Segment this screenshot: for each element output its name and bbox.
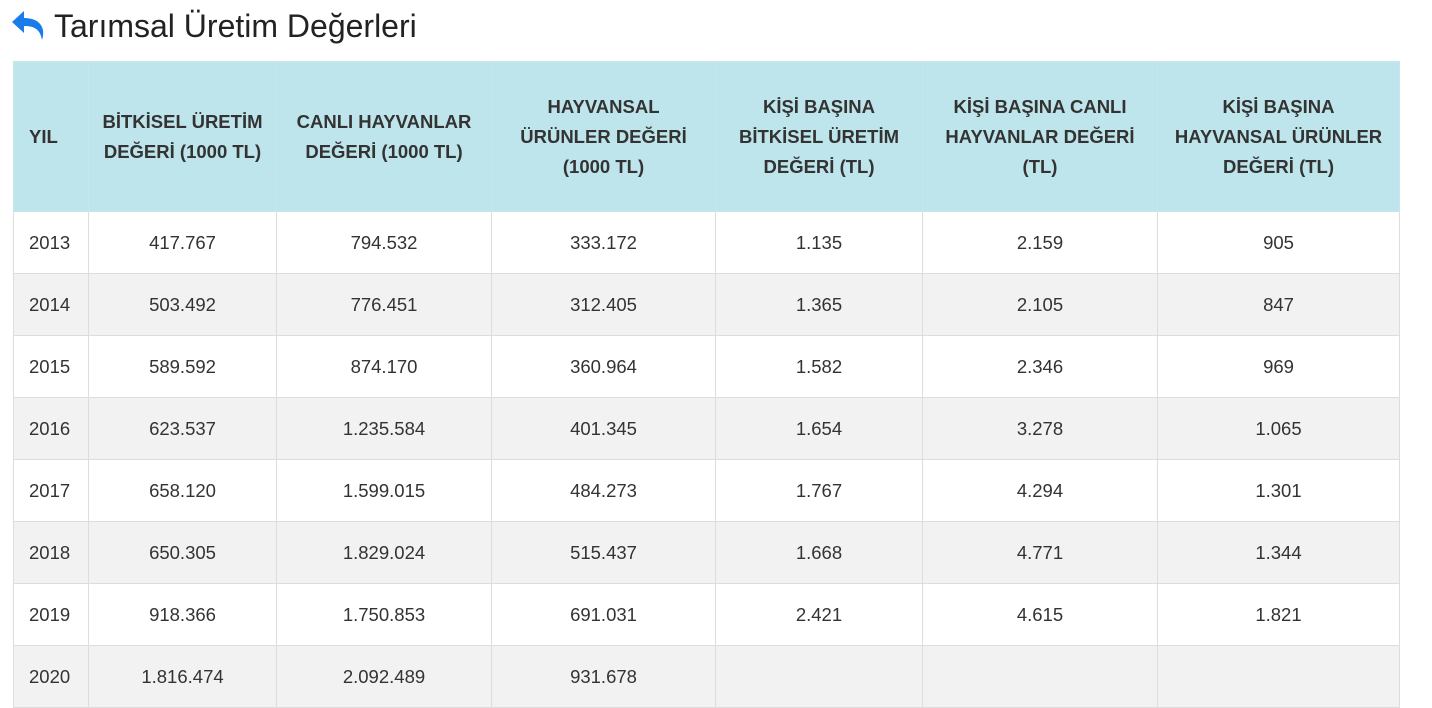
cell-year: 2019 [13,583,89,646]
column-header-crop-value: BİTKİSEL ÜRETİM DEĞERİ (1000 TL) [88,61,277,212]
cell: 2.105 [922,273,1158,336]
cell: 4.294 [922,459,1158,522]
cell-year: 2015 [13,335,89,398]
table-header-row: YIL BİTKİSEL ÜRETİM DEĞERİ (1000 TL) CAN… [13,61,1400,212]
agricultural-values-table: YIL BİTKİSEL ÜRETİM DEĞERİ (1000 TL) CAN… [13,61,1400,708]
column-header-livestock-value: CANLI HAYVANLAR DEĞERİ (1000 TL) [276,61,492,212]
table-row: 2018 650.305 1.829.024 515.437 1.668 4.7… [13,521,1400,584]
cell: 658.120 [88,459,277,522]
cell: 515.437 [491,521,716,584]
cell: 1.365 [715,273,923,336]
cell: 623.537 [88,397,277,460]
cell: 1.065 [1157,397,1400,460]
cell-year: 2013 [13,211,89,274]
table-row: 2017 658.120 1.599.015 484.273 1.767 4.2… [13,459,1400,522]
cell: 969 [1157,335,1400,398]
cell: 1.135 [715,211,923,274]
table-row: 2013 417.767 794.532 333.172 1.135 2.159… [13,211,1400,274]
cell: 401.345 [491,397,716,460]
column-header-year: YIL [13,61,89,212]
cell: 2.159 [922,211,1158,274]
cell: 1.599.015 [276,459,492,522]
table-row: 2016 623.537 1.235.584 401.345 1.654 3.2… [13,397,1400,460]
table-row: 2020 1.816.474 2.092.489 931.678 [13,645,1400,708]
reply-arrow-icon[interactable] [10,8,48,44]
cell: 484.273 [491,459,716,522]
cell: 4.615 [922,583,1158,646]
cell: 589.592 [88,335,277,398]
cell: 1.750.853 [276,583,492,646]
cell: 794.532 [276,211,492,274]
cell: 1.235.584 [276,397,492,460]
cell: 650.305 [88,521,277,584]
cell-year: 2014 [13,273,89,336]
table-row: 2019 918.366 1.750.853 691.031 2.421 4.6… [13,583,1400,646]
cell: 1.816.474 [88,645,277,708]
cell: 1.301 [1157,459,1400,522]
cell: 1.582 [715,335,923,398]
table-row: 2015 589.592 874.170 360.964 1.582 2.346… [13,335,1400,398]
page-header: Tarımsal Üretim Değerleri [10,4,417,48]
cell: 2.092.489 [276,645,492,708]
cell: 1.829.024 [276,521,492,584]
cell: 360.964 [491,335,716,398]
cell: 1.668 [715,521,923,584]
column-header-per-capita-animal-products: KİŞİ BAŞINA HAYVANSAL ÜRÜNLER DEĞERİ (TL… [1157,61,1400,212]
cell: 847 [1157,273,1400,336]
cell: 691.031 [491,583,716,646]
cell: 776.451 [276,273,492,336]
cell: 931.678 [491,645,716,708]
cell: 333.172 [491,211,716,274]
cell-year: 2017 [13,459,89,522]
cell-year: 2020 [13,645,89,708]
cell [922,645,1158,708]
page-title: Tarımsal Üretim Değerleri [54,7,417,44]
table-row: 2014 503.492 776.451 312.405 1.365 2.105… [13,273,1400,336]
column-header-animal-products-value: HAYVANSAL ÜRÜNLER DEĞERİ (1000 TL) [491,61,716,212]
column-header-per-capita-livestock: KİŞİ BAŞINA CANLI HAYVANLAR DEĞERİ (TL) [922,61,1158,212]
cell: 1.344 [1157,521,1400,584]
cell: 417.767 [88,211,277,274]
cell: 1.821 [1157,583,1400,646]
cell-year: 2018 [13,521,89,584]
cell: 4.771 [922,521,1158,584]
cell: 3.278 [922,397,1158,460]
cell: 874.170 [276,335,492,398]
column-header-per-capita-crop: KİŞİ BAŞINA BİTKİSEL ÜRETİM DEĞERİ (TL) [715,61,923,212]
cell-year: 2016 [13,397,89,460]
cell: 503.492 [88,273,277,336]
cell: 1.654 [715,397,923,460]
cell: 2.346 [922,335,1158,398]
cell: 1.767 [715,459,923,522]
cell: 2.421 [715,583,923,646]
cell [1157,645,1400,708]
cell: 918.366 [88,583,277,646]
cell [715,645,923,708]
cell: 905 [1157,211,1400,274]
cell: 312.405 [491,273,716,336]
